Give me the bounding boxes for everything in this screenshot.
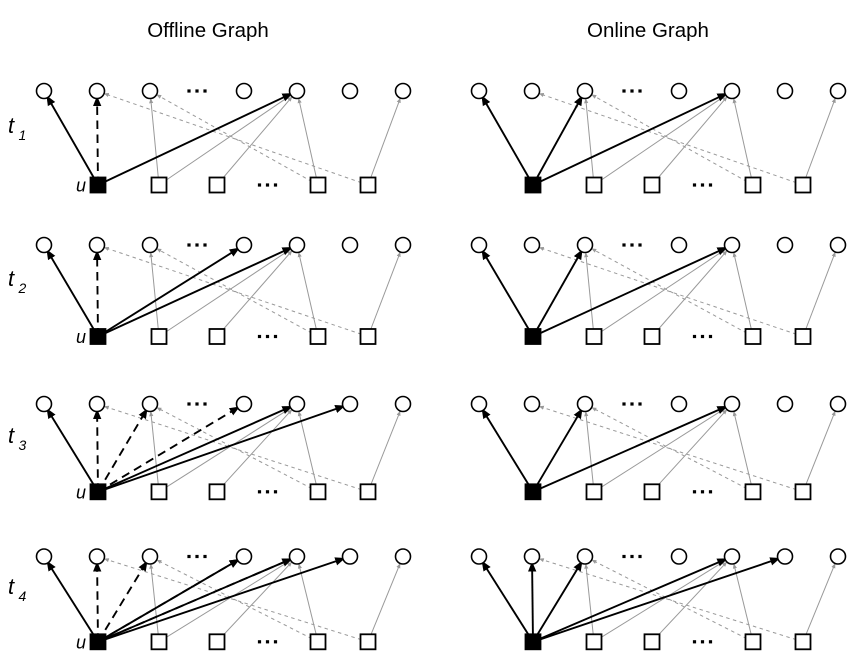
svg-text:3: 3: [19, 437, 27, 453]
svg-text:Offline Graph: Offline Graph: [147, 19, 269, 42]
svg-text:u: u: [76, 482, 86, 502]
svg-text:u: u: [76, 327, 86, 347]
svg-text:Online Graph: Online Graph: [587, 19, 709, 42]
svg-text:1: 1: [19, 127, 27, 143]
svg-text:t: t: [8, 423, 15, 448]
svg-text:4: 4: [19, 588, 27, 604]
svg-text:t: t: [8, 266, 15, 291]
svg-text:2: 2: [18, 280, 27, 296]
svg-text:u: u: [76, 632, 86, 652]
svg-text:t: t: [8, 113, 15, 138]
svg-text:u: u: [76, 176, 86, 196]
svg-text:t: t: [8, 574, 15, 599]
